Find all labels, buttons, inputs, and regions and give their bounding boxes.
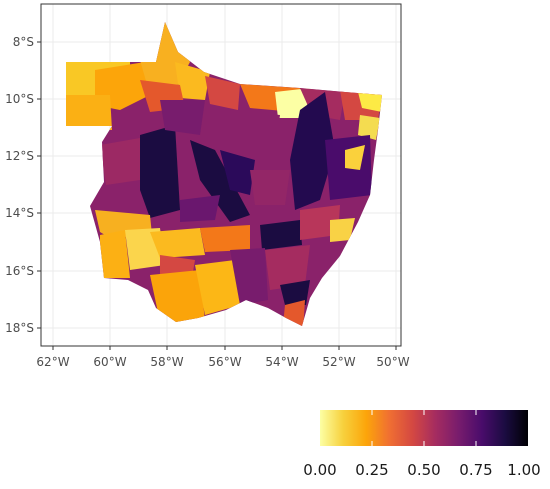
region	[195, 260, 240, 315]
y-tick-label: 10°S	[5, 92, 34, 106]
y-tick-label: 8°S	[13, 35, 34, 49]
region	[150, 270, 205, 322]
y-tick-label: 18°S	[5, 321, 34, 335]
region	[260, 220, 302, 250]
x-tick-label: 50°W	[376, 355, 409, 369]
region	[100, 138, 140, 185]
x-tick-label: 56°W	[208, 355, 241, 369]
x-tick-label: 58°W	[150, 355, 183, 369]
color-legend: 0.00 0.25 0.50 0.75 1.00	[303, 410, 541, 479]
y-tick-label: 16°S	[5, 264, 34, 278]
y-axis: 8°S 10°S 12°S 14°S 16°S 18°S	[5, 35, 41, 335]
region	[265, 245, 310, 290]
legend-label: 0.50	[407, 461, 440, 479]
region	[220, 150, 255, 195]
x-tick-label: 62°W	[36, 355, 69, 369]
x-tick-label: 54°W	[265, 355, 298, 369]
region	[358, 92, 382, 112]
region	[150, 228, 205, 258]
x-tick-label: 52°W	[322, 355, 355, 369]
region	[330, 218, 355, 242]
region	[230, 248, 268, 305]
region	[160, 100, 205, 135]
region	[100, 230, 130, 278]
region	[200, 225, 250, 252]
legend-label: 1.00	[507, 461, 540, 479]
legend-label: 0.25	[355, 461, 388, 479]
legend-label: 0.00	[303, 461, 336, 479]
region	[180, 195, 220, 222]
region	[358, 115, 380, 140]
y-tick-label: 14°S	[5, 206, 34, 220]
region	[250, 170, 290, 205]
panel-border	[40, 3, 402, 347]
region	[66, 95, 112, 130]
region	[205, 76, 240, 110]
region	[140, 125, 180, 218]
legend-label: 0.75	[459, 461, 492, 479]
region	[230, 110, 280, 150]
region	[190, 140, 250, 222]
region	[280, 280, 310, 305]
region	[290, 92, 335, 210]
x-tick-label: 60°W	[93, 355, 126, 369]
legend-colorbar	[320, 410, 528, 446]
x-axis: 62°W 60°W 58°W 56°W 54°W 52°W 50°W	[36, 346, 410, 369]
y-tick-label: 12°S	[5, 149, 34, 163]
region	[175, 62, 210, 100]
region	[345, 145, 365, 170]
